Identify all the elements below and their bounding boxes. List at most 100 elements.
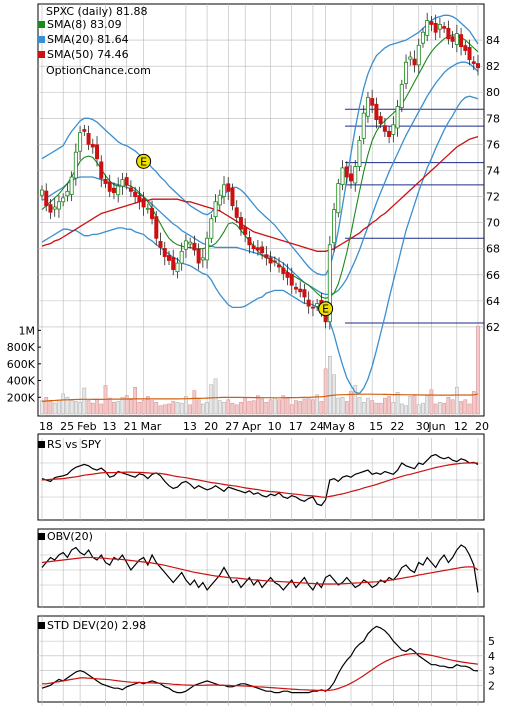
volume-bar <box>404 405 408 415</box>
volume-bar <box>201 403 205 415</box>
chart-title: SPXC (daily) 81.88 <box>46 5 147 18</box>
legend-sma50: SMA(50) 74.46 <box>47 48 129 61</box>
candle-body <box>154 216 159 239</box>
price-y-tick: 68 <box>486 243 500 256</box>
volume-bar <box>137 402 142 415</box>
candle-body <box>429 21 434 25</box>
std-y-ticks: 5 4 32 <box>488 635 495 692</box>
obv-title: OBV(20) <box>47 530 93 543</box>
volume-bar <box>107 397 112 415</box>
volume-bar <box>209 384 214 415</box>
candle-body <box>306 299 311 307</box>
volume-bar <box>52 402 57 415</box>
std-panel: 5 4 32 STD DEV(20) 2.98 <box>37 614 495 708</box>
candle-body <box>374 103 379 121</box>
price-y-tick: 84 <box>486 34 500 47</box>
volume-bar <box>340 397 345 415</box>
volume-bar <box>86 400 91 415</box>
earnings-marker-label: E <box>322 303 329 316</box>
volume-bar <box>438 402 442 415</box>
volume-bar <box>311 399 315 415</box>
candle-body <box>217 194 222 206</box>
x-tick-label: 13 <box>183 420 197 433</box>
volume-bar <box>285 397 290 415</box>
volume-bar <box>57 399 61 415</box>
candle-body <box>264 254 269 259</box>
volume-bar <box>234 404 239 415</box>
candle-body <box>183 240 188 250</box>
volume-bar <box>361 402 366 415</box>
volume-bar <box>454 386 459 415</box>
earnings-markers: EE <box>136 153 334 317</box>
volume-sma-line <box>41 393 479 403</box>
price-series <box>41 14 479 395</box>
volume-bar <box>344 401 349 415</box>
candle-body <box>213 201 218 218</box>
price-y-tick: 78 <box>486 112 500 125</box>
candle-body <box>412 58 417 66</box>
price-y-tick: 70 <box>486 217 500 230</box>
volume-bar <box>90 402 95 415</box>
candle-body <box>404 61 409 84</box>
volume-bar <box>446 397 451 415</box>
volume-bar <box>349 391 353 415</box>
y-tick-label: 2 <box>488 679 495 692</box>
volume-bar <box>145 396 150 415</box>
rs-panel: RS vs SPY <box>37 433 485 522</box>
x-tick-label: 15 <box>369 420 383 433</box>
x-tick-label: 20 <box>204 420 218 433</box>
candle-body <box>260 246 265 254</box>
candle-body <box>437 24 442 30</box>
x-tick-label: 30 <box>416 420 430 433</box>
volume-bar <box>243 397 248 415</box>
volume-bar <box>154 402 159 415</box>
candle-body <box>467 46 472 61</box>
candle-body <box>293 286 298 290</box>
volume-bar <box>272 397 277 415</box>
volume-bar <box>459 401 463 415</box>
x-tick-label: Mar <box>141 420 162 433</box>
y-tick-label: 4 <box>488 650 495 663</box>
candle-body <box>332 209 337 244</box>
volume-bar <box>471 391 476 415</box>
x-tick-label: 12 <box>454 420 468 433</box>
volume-bar <box>74 401 78 415</box>
indicator-line <box>41 453 479 507</box>
rs-series <box>41 453 479 507</box>
candle-body <box>387 130 392 137</box>
y-tick-label: 3 <box>488 665 495 678</box>
volume-bar <box>302 398 307 415</box>
candle-body <box>471 61 476 64</box>
volume-bar <box>476 325 480 415</box>
volume-bar <box>281 395 286 415</box>
candle-body <box>222 184 227 197</box>
candle-body <box>459 34 464 47</box>
obv-panel: OBV(20) <box>37 528 485 608</box>
volume-bar <box>319 401 324 415</box>
x-tick-label: 22 <box>390 420 404 433</box>
candle-body <box>196 248 201 264</box>
candle-body <box>420 31 425 44</box>
candle-body <box>82 129 87 132</box>
volume-bar <box>442 402 446 415</box>
volume-bar <box>129 399 133 415</box>
candle-body <box>90 143 95 148</box>
x-tick-label: 13 <box>102 420 116 433</box>
legend-swatch-sma20 <box>38 36 45 43</box>
price-y-tick: 64 <box>486 295 500 308</box>
x-tick-label: 24 <box>310 420 324 433</box>
x-tick-label: May <box>323 420 346 433</box>
candle-body <box>433 22 438 33</box>
x-tick-label: Apr <box>242 420 262 433</box>
rs-grid <box>38 438 484 522</box>
candle-body <box>391 124 396 135</box>
candle-body <box>425 20 430 36</box>
volume-bar <box>298 401 303 415</box>
volume-bar <box>294 400 298 415</box>
x-tick-label: Feb <box>77 420 96 433</box>
volume-bar <box>124 395 129 415</box>
candle-body <box>408 56 413 60</box>
std-title: STD DEV(20) 2.98 <box>47 619 146 632</box>
candle-body <box>111 187 116 194</box>
